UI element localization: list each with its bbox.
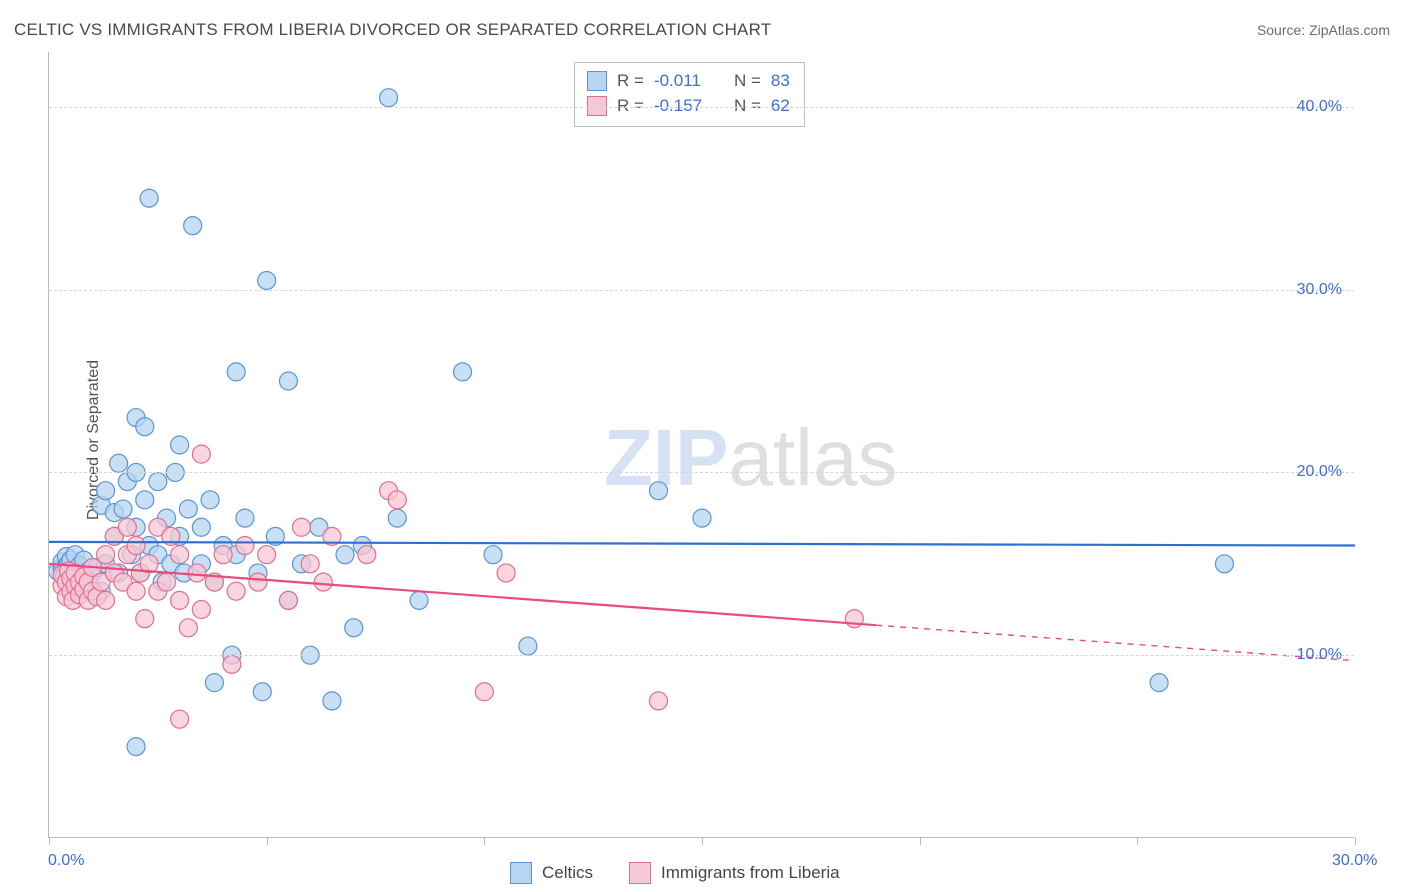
data-point xyxy=(171,436,189,454)
data-point xyxy=(253,683,271,701)
data-point xyxy=(249,573,267,591)
data-point xyxy=(214,546,232,564)
data-point xyxy=(136,491,154,509)
data-point xyxy=(171,591,189,609)
data-point xyxy=(345,619,363,637)
data-point xyxy=(97,546,115,564)
data-point xyxy=(227,582,245,600)
data-point xyxy=(127,582,145,600)
data-point xyxy=(205,674,223,692)
data-point xyxy=(1215,555,1233,573)
stat-n-value: 83 xyxy=(771,69,790,94)
data-point xyxy=(97,482,115,500)
data-point xyxy=(358,546,376,564)
data-point xyxy=(649,692,667,710)
data-point xyxy=(97,591,115,609)
data-point xyxy=(179,619,197,637)
series-swatch xyxy=(587,71,607,91)
x-tick xyxy=(1137,837,1138,845)
source-label: Source: ZipAtlas.com xyxy=(1257,22,1390,38)
y-tick-label: 10.0% xyxy=(1297,646,1342,664)
data-point xyxy=(475,683,493,701)
x-tick xyxy=(702,837,703,845)
scatter-svg xyxy=(49,52,1355,838)
data-point xyxy=(110,454,128,472)
data-point xyxy=(388,491,406,509)
data-point xyxy=(1150,674,1168,692)
data-point xyxy=(279,372,297,390)
data-point xyxy=(127,738,145,756)
data-point xyxy=(192,518,210,536)
data-point xyxy=(188,564,206,582)
data-point xyxy=(236,509,254,527)
data-point xyxy=(693,509,711,527)
y-tick-label: 30.0% xyxy=(1297,281,1342,299)
data-point xyxy=(114,500,132,518)
data-point xyxy=(179,500,197,518)
gridline xyxy=(49,107,1354,108)
stat-n-label: N = xyxy=(734,69,761,94)
x-tick-label: 30.0% xyxy=(1332,852,1377,870)
data-point xyxy=(201,491,219,509)
stats-row: R = -0.011 N = 83 xyxy=(587,69,790,94)
data-point xyxy=(649,482,667,500)
data-point xyxy=(314,573,332,591)
x-tick xyxy=(1355,837,1356,845)
gridline xyxy=(49,472,1354,473)
data-point xyxy=(236,537,254,555)
data-point xyxy=(258,546,276,564)
data-point xyxy=(519,637,537,655)
x-tick xyxy=(920,837,921,845)
data-point xyxy=(171,546,189,564)
data-point xyxy=(380,89,398,107)
data-point xyxy=(184,217,202,235)
data-point xyxy=(118,518,136,536)
chart-title: CELTIC VS IMMIGRANTS FROM LIBERIA DIVORC… xyxy=(14,20,771,40)
chart-container: CELTIC VS IMMIGRANTS FROM LIBERIA DIVORC… xyxy=(0,0,1406,892)
data-point xyxy=(454,363,472,381)
legend-swatch xyxy=(510,862,532,884)
stat-r-value: -0.011 xyxy=(654,69,724,94)
data-point xyxy=(258,271,276,289)
legend-bottom: Celtics Immigrants from Liberia xyxy=(510,862,866,884)
stats-legend-box: R = -0.011N = 83R = -0.157N = 62 xyxy=(574,62,805,127)
data-point xyxy=(158,573,176,591)
plot-area: ZIPatlas R = -0.011N = 83R = -0.157N = 6… xyxy=(48,52,1354,838)
data-point xyxy=(292,518,310,536)
x-tick xyxy=(484,837,485,845)
legend-label: Celtics xyxy=(542,863,593,883)
data-point xyxy=(301,555,319,573)
data-point xyxy=(227,363,245,381)
x-tick-label: 0.0% xyxy=(48,852,84,870)
data-point xyxy=(279,591,297,609)
legend-swatch xyxy=(629,862,651,884)
data-point xyxy=(140,189,158,207)
data-point xyxy=(136,418,154,436)
data-point xyxy=(223,655,241,673)
data-point xyxy=(192,445,210,463)
data-point xyxy=(171,710,189,728)
data-point xyxy=(410,591,428,609)
data-point xyxy=(388,509,406,527)
data-point xyxy=(192,601,210,619)
data-point xyxy=(336,546,354,564)
gridline xyxy=(49,290,1354,291)
data-point xyxy=(149,473,167,491)
data-point xyxy=(484,546,502,564)
data-point xyxy=(323,692,341,710)
y-tick-label: 40.0% xyxy=(1297,98,1342,116)
data-point xyxy=(127,537,145,555)
legend-label: Immigrants from Liberia xyxy=(661,863,840,883)
data-point xyxy=(136,610,154,628)
gridline xyxy=(49,655,1354,656)
stat-r-label: R = xyxy=(617,69,644,94)
y-tick-label: 20.0% xyxy=(1297,463,1342,481)
data-point xyxy=(497,564,515,582)
x-tick xyxy=(49,837,50,845)
x-tick xyxy=(267,837,268,845)
